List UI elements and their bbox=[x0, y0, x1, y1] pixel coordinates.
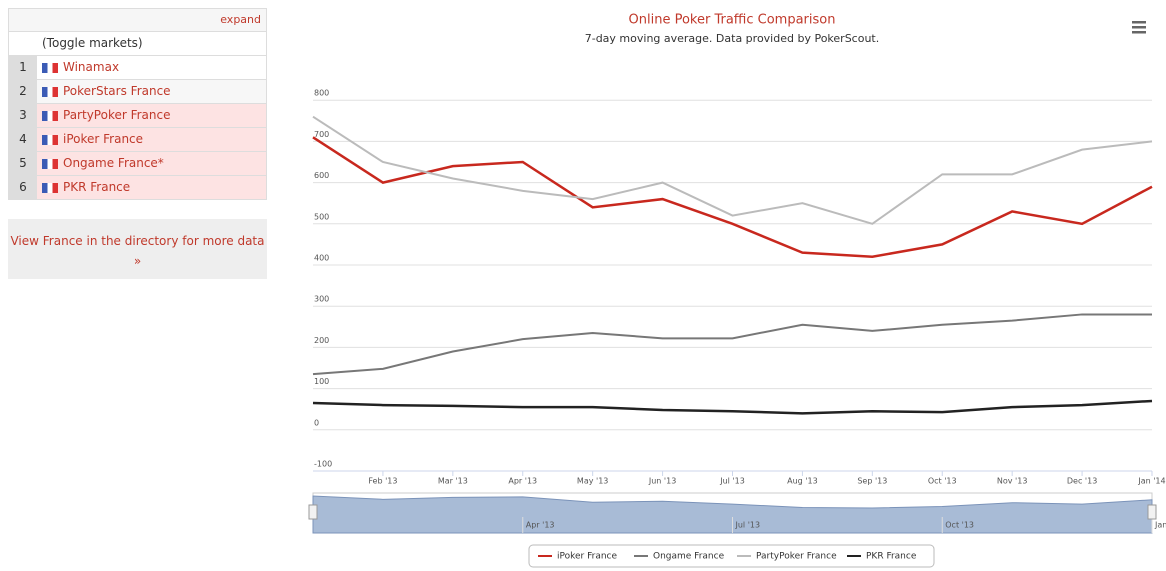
flag bbox=[42, 110, 58, 121]
chart-title: Online Poker Traffic Comparison bbox=[629, 13, 836, 28]
y-tick-label: -100 bbox=[314, 460, 332, 469]
x-tick-label: Dec '13 bbox=[1067, 477, 1097, 486]
legend-label[interactable]: PartyPoker France bbox=[756, 552, 837, 562]
y-tick-label: 0 bbox=[314, 418, 319, 427]
series-line bbox=[312, 313, 1152, 376]
market-name-cell: PKR France bbox=[37, 176, 130, 199]
x-tick-label: Jan '14 bbox=[1137, 477, 1165, 486]
expand-button[interactable]: expand bbox=[8, 8, 267, 32]
market-name-cell: PokerStars France bbox=[37, 80, 171, 103]
x-tick-label: Mar '13 bbox=[438, 477, 468, 486]
legend-box bbox=[528, 544, 935, 568]
rank: 5 bbox=[9, 152, 37, 175]
y-tick-label: 600 bbox=[314, 171, 329, 180]
navigator-tick-label: Jul '13 bbox=[735, 521, 761, 530]
market-name: iPoker France bbox=[63, 132, 144, 146]
market-row[interactable]: 5 Ongame France* bbox=[8, 152, 267, 176]
market-row[interactable]: 3 PartyPoker France bbox=[8, 104, 267, 128]
directory-link[interactable]: View France in the directory for more da… bbox=[8, 219, 267, 279]
x-tick-label: May '13 bbox=[577, 477, 608, 486]
market-name-cell: iPoker France bbox=[37, 128, 143, 151]
expand-label[interactable]: expand bbox=[220, 13, 261, 26]
toggle-label[interactable]: (Toggle markets) bbox=[42, 36, 143, 50]
market-name-cell: Ongame France* bbox=[37, 152, 164, 175]
menu-icon[interactable] bbox=[1132, 21, 1146, 34]
y-tick-label: 200 bbox=[314, 336, 329, 345]
market-name: Ongame France* bbox=[63, 156, 164, 170]
legend-label[interactable]: iPoker France bbox=[557, 552, 617, 562]
x-tick-label: Jul '13 bbox=[719, 477, 745, 486]
flag bbox=[42, 158, 58, 169]
x-tick-label: Sep '13 bbox=[857, 477, 887, 486]
market-row[interactable]: 6 PKR France bbox=[8, 176, 267, 200]
rank: 3 bbox=[9, 104, 37, 127]
series-line bbox=[312, 136, 1153, 259]
rank: 4 bbox=[9, 128, 37, 151]
y-tick-label: 100 bbox=[314, 377, 329, 386]
market-name: PartyPoker France bbox=[63, 108, 171, 122]
market-row[interactable]: 4 iPoker France bbox=[8, 128, 267, 152]
flag bbox=[42, 86, 58, 97]
series-line bbox=[312, 399, 1153, 415]
legend-label[interactable]: PKR France bbox=[866, 552, 917, 562]
y-tick-label: 400 bbox=[314, 254, 329, 263]
navigator-handle bbox=[1147, 504, 1157, 520]
flag bbox=[42, 134, 58, 145]
y-tick-label: 500 bbox=[314, 212, 329, 221]
y-tick-label: 800 bbox=[314, 89, 329, 98]
chart-subtitle: 7-day moving average. Data provided by P… bbox=[585, 32, 880, 45]
market-name: PokerStars France bbox=[63, 84, 171, 98]
rank: 1 bbox=[9, 56, 37, 79]
x-tick-label: Nov '13 bbox=[997, 477, 1028, 486]
legend-label[interactable]: Ongame France bbox=[653, 552, 725, 562]
x-tick-label: Jun '13 bbox=[648, 477, 676, 486]
y-tick-label: 700 bbox=[314, 130, 329, 139]
x-tick-label: Oct '13 bbox=[928, 477, 957, 486]
market-name-cell: PartyPoker France bbox=[37, 104, 171, 127]
toggle-row[interactable]: (Toggle markets) bbox=[8, 32, 267, 56]
navigator-tick-label: Oct '13 bbox=[945, 521, 974, 530]
y-tick-label: 300 bbox=[314, 295, 329, 304]
blank bbox=[9, 32, 37, 55]
x-tick-label: Aug '13 bbox=[787, 477, 818, 486]
rank: 2 bbox=[9, 80, 37, 103]
market-name-cell: Winamax bbox=[37, 56, 119, 79]
x-tick-label: Feb '13 bbox=[368, 477, 397, 486]
market-row[interactable]: 2 PokerStars France bbox=[8, 80, 267, 104]
navigator-tick-label: Apr '13 bbox=[526, 521, 555, 530]
series-line bbox=[312, 115, 1153, 225]
market-table: expand (Toggle markets) 1 Winamax 2 PokerSt… bbox=[8, 8, 267, 200]
flag bbox=[42, 62, 58, 73]
market-name: PKR France bbox=[63, 180, 131, 194]
rank: 6 bbox=[9, 176, 37, 199]
flag bbox=[42, 182, 58, 193]
x-tick-label: Apr '13 bbox=[508, 477, 537, 486]
market-row[interactable]: 1 Winamax bbox=[8, 56, 267, 80]
rows: 1 Winamax 2 PokerStars France 3 PartyPoker Fr… bbox=[8, 56, 267, 200]
market-name: Winamax bbox=[63, 60, 120, 74]
navigator-handle bbox=[308, 504, 318, 520]
navigator-tick-label: Jan '14 bbox=[1154, 521, 1166, 530]
